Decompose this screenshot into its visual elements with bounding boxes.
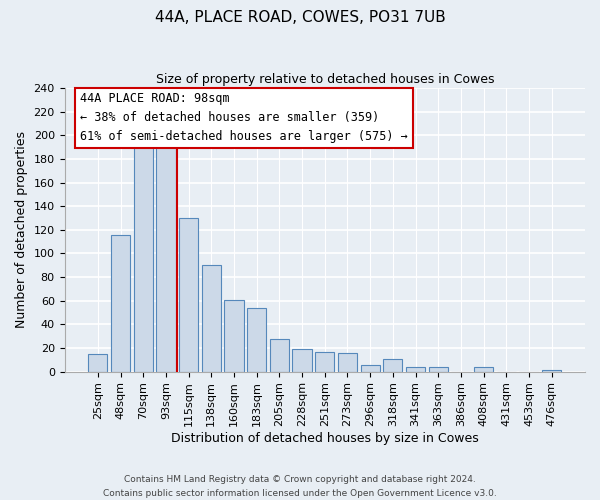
Bar xyxy=(111,234,130,372)
Bar xyxy=(292,349,312,372)
Text: Contains HM Land Registry data © Crown copyright and database right 2024.
Contai: Contains HM Land Registry data © Crown c… xyxy=(103,476,497,498)
Bar xyxy=(88,354,107,372)
Bar xyxy=(383,358,403,372)
Bar xyxy=(428,367,448,372)
Bar xyxy=(134,138,153,372)
Text: 44A PLACE ROAD: 98sqm
← 38% of detached houses are smaller (359)
61% of semi-det: 44A PLACE ROAD: 98sqm ← 38% of detached … xyxy=(80,92,408,144)
Bar xyxy=(156,146,176,372)
Bar xyxy=(224,300,244,372)
Text: 44A, PLACE ROAD, COWES, PO31 7UB: 44A, PLACE ROAD, COWES, PO31 7UB xyxy=(155,10,445,25)
Title: Size of property relative to detached houses in Cowes: Size of property relative to detached ho… xyxy=(155,72,494,86)
Bar xyxy=(474,367,493,372)
Bar xyxy=(361,364,380,372)
Bar xyxy=(270,338,289,372)
Bar xyxy=(179,218,198,372)
Bar xyxy=(247,308,266,372)
Bar xyxy=(338,352,357,372)
X-axis label: Distribution of detached houses by size in Cowes: Distribution of detached houses by size … xyxy=(171,432,479,445)
Bar xyxy=(542,370,562,372)
Bar xyxy=(202,266,221,372)
Y-axis label: Number of detached properties: Number of detached properties xyxy=(15,132,28,328)
Bar xyxy=(315,352,334,372)
Bar xyxy=(406,367,425,372)
